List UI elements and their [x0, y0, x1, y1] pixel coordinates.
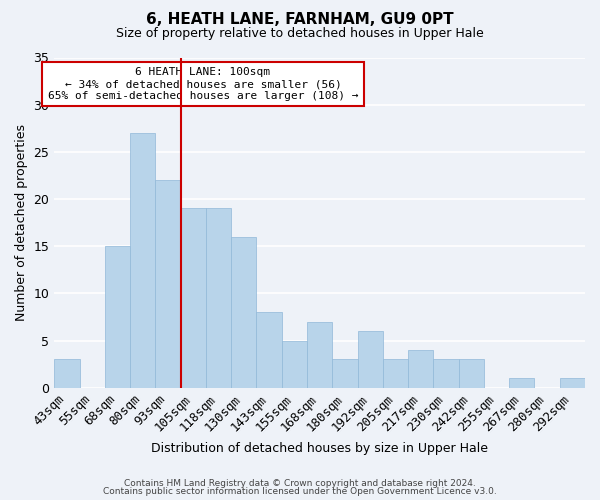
X-axis label: Distribution of detached houses by size in Upper Hale: Distribution of detached houses by size …: [151, 442, 488, 455]
Bar: [458, 360, 484, 388]
Bar: [105, 246, 130, 388]
Bar: [408, 350, 433, 388]
Bar: [181, 208, 206, 388]
Text: 6, HEATH LANE, FARNHAM, GU9 0PT: 6, HEATH LANE, FARNHAM, GU9 0PT: [146, 12, 454, 28]
Bar: [282, 340, 307, 388]
Bar: [307, 322, 332, 388]
Bar: [54, 360, 80, 388]
Bar: [560, 378, 585, 388]
Bar: [231, 237, 256, 388]
Bar: [206, 208, 231, 388]
Text: Contains public sector information licensed under the Open Government Licence v3: Contains public sector information licen…: [103, 487, 497, 496]
Text: Size of property relative to detached houses in Upper Hale: Size of property relative to detached ho…: [116, 28, 484, 40]
Bar: [155, 180, 181, 388]
Bar: [358, 331, 383, 388]
Bar: [509, 378, 535, 388]
Bar: [256, 312, 282, 388]
Y-axis label: Number of detached properties: Number of detached properties: [15, 124, 28, 321]
Bar: [130, 133, 155, 388]
Text: Contains HM Land Registry data © Crown copyright and database right 2024.: Contains HM Land Registry data © Crown c…: [124, 478, 476, 488]
Bar: [332, 360, 358, 388]
Bar: [383, 360, 408, 388]
Text: 6 HEATH LANE: 100sqm
← 34% of detached houses are smaller (56)
65% of semi-detac: 6 HEATH LANE: 100sqm ← 34% of detached h…: [47, 68, 358, 100]
Bar: [433, 360, 458, 388]
